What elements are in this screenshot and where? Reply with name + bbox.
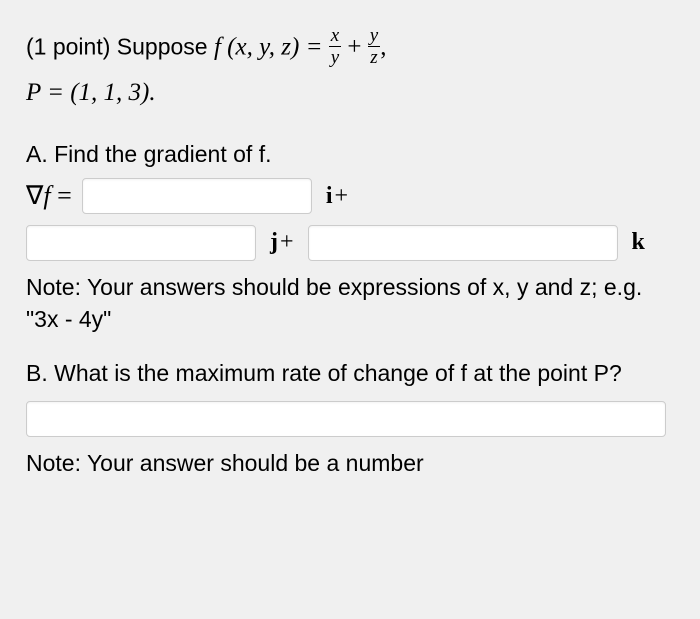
part-a-note: Note: Your answers should be expressions… [26, 271, 674, 335]
trailing-comma: , [380, 34, 386, 61]
gradient-k-input[interactable] [308, 225, 618, 261]
problem-statement-line2: P = (1, 1, 3). [26, 75, 674, 110]
problem-statement-line1: (1 point) Suppose f (x, y, z) = xy + yz, [26, 28, 674, 69]
part-b-note: Note: Your answer should be a number [26, 447, 674, 479]
gradient-row-1: ∇f = i+ [26, 178, 674, 214]
gradient-i-input[interactable] [82, 178, 312, 214]
vector-j: j [270, 226, 278, 260]
part-b-label: B. What is the maximum rate of change of… [26, 357, 674, 389]
gradient-j-input[interactable] [26, 225, 256, 261]
function-def: f (x, y, z) = [214, 34, 329, 61]
point-p: P = (1, 1, 3). [26, 79, 156, 106]
frac1-den: y [329, 47, 341, 67]
fraction-2: yz [368, 26, 380, 67]
points-label: (1 point) [26, 34, 117, 60]
problem-container: (1 point) Suppose f (x, y, z) = xy + yz,… [0, 0, 700, 619]
frac1-num: x [329, 26, 341, 47]
frac2-num: y [368, 26, 380, 47]
gradient-row-2: j+ k [26, 225, 674, 261]
suppose-text: Suppose [117, 34, 214, 60]
frac2-den: z [368, 47, 380, 67]
fraction-1: xy [329, 26, 341, 67]
gradient-symbol: ∇f = [26, 178, 72, 214]
partb-input-row [26, 401, 674, 437]
vector-k: k [632, 226, 645, 260]
vector-i: i [326, 180, 333, 214]
max-rate-input[interactable] [26, 401, 666, 437]
plus-after-i: + [334, 180, 348, 214]
fxyz-text: f (x, y, z) = [214, 34, 329, 61]
part-a-label: A. Find the gradient of f. [26, 138, 674, 170]
plus-after-j: + [280, 226, 294, 260]
plus-sign: + [341, 34, 368, 61]
